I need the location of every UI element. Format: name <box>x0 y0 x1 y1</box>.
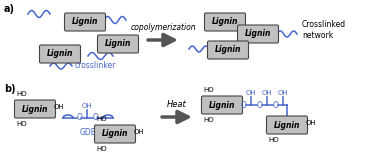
Text: HO: HO <box>96 116 107 122</box>
Text: Lignin: Lignin <box>212 17 238 27</box>
Text: copolymerization: copolymerization <box>130 23 196 32</box>
Text: HO: HO <box>203 87 214 93</box>
Text: Lignin: Lignin <box>245 29 271 39</box>
Text: Lignin: Lignin <box>72 17 98 27</box>
Text: O: O <box>257 100 263 110</box>
Text: Lignin: Lignin <box>22 104 48 114</box>
Text: HO: HO <box>16 91 26 97</box>
Text: OH: OH <box>246 90 256 96</box>
Text: Heat: Heat <box>167 100 187 109</box>
Text: HO: HO <box>203 117 214 123</box>
Text: O: O <box>241 100 247 110</box>
Text: Lignin: Lignin <box>102 129 128 139</box>
Text: b): b) <box>4 84 15 94</box>
FancyBboxPatch shape <box>266 116 307 134</box>
FancyBboxPatch shape <box>94 125 135 143</box>
Text: OH: OH <box>82 103 92 109</box>
Text: Lignin: Lignin <box>47 50 73 58</box>
FancyBboxPatch shape <box>208 41 248 59</box>
FancyBboxPatch shape <box>14 100 56 118</box>
Text: OH: OH <box>262 90 272 96</box>
FancyBboxPatch shape <box>204 13 245 31</box>
FancyBboxPatch shape <box>65 13 105 31</box>
Text: OH: OH <box>54 104 65 110</box>
Text: O: O <box>273 100 279 110</box>
Text: O: O <box>93 114 99 122</box>
Text: crosslinker: crosslinker <box>74 61 116 70</box>
Text: Crosslinked
network: Crosslinked network <box>302 20 346 40</box>
Text: a): a) <box>4 4 15 14</box>
Text: Lignin: Lignin <box>215 46 241 54</box>
FancyBboxPatch shape <box>237 25 279 43</box>
Text: Lignin: Lignin <box>209 100 235 110</box>
Text: HO: HO <box>16 121 26 127</box>
Text: Lignin: Lignin <box>274 121 300 129</box>
Text: OH: OH <box>278 90 288 96</box>
FancyBboxPatch shape <box>201 96 243 114</box>
Text: OH: OH <box>306 120 317 126</box>
FancyBboxPatch shape <box>39 45 81 63</box>
Text: O: O <box>77 114 83 122</box>
Text: GDE: GDE <box>80 128 96 137</box>
Text: HO: HO <box>268 137 279 143</box>
Text: Lignin: Lignin <box>105 40 131 48</box>
Text: HO: HO <box>96 146 107 152</box>
Text: OH: OH <box>134 129 145 135</box>
FancyBboxPatch shape <box>98 35 138 53</box>
